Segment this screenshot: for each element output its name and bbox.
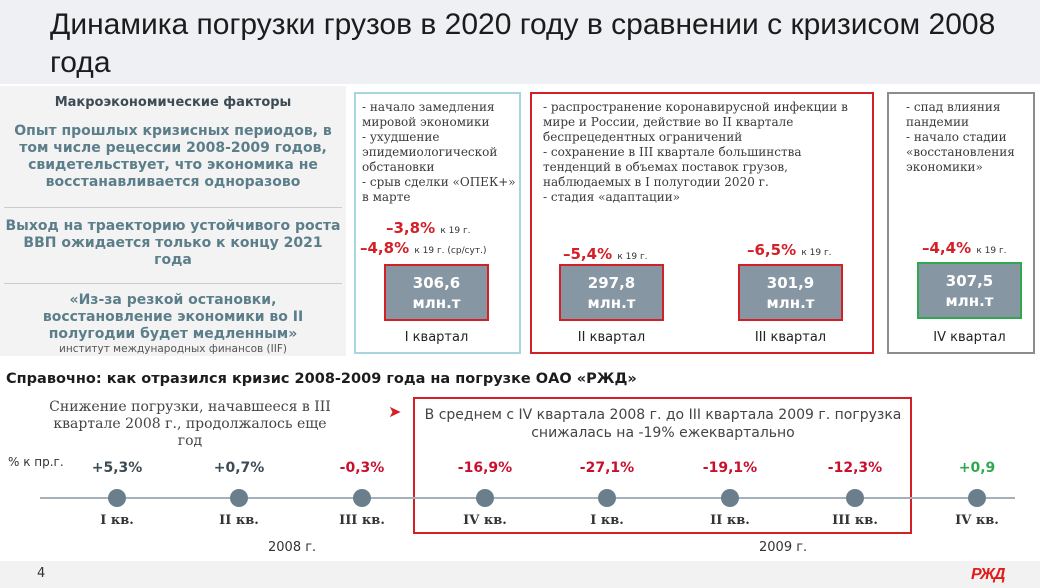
timeline-dot: [968, 489, 986, 507]
year-2009: 2009 г.: [759, 540, 808, 555]
q3-pct-value: –6,5%: [747, 241, 797, 259]
q4-bullet: - начало стадии «восстановления экономик…: [906, 130, 1015, 174]
q3-value: 301,9: [766, 274, 815, 292]
timeline-value: -12,3%: [827, 460, 883, 476]
drop-text: Снижение погрузки, начавшееся в III квар…: [49, 399, 331, 449]
timeline-quarter: III кв.: [832, 513, 878, 528]
timeline-dot: [353, 489, 371, 507]
q1-bullet: - начало замедления мировой экономики: [362, 100, 495, 129]
slide-title: Динамика погрузки грузов в 2020 году в с…: [50, 8, 996, 79]
timeline-line: [40, 497, 1015, 499]
q1-bullet: - срыв сделки «ОПЕК+» в марте: [362, 175, 516, 204]
crisis-period-box: [413, 397, 912, 534]
divider: [4, 207, 342, 208]
reference-title: Справочно: как отразился кризис 2008-200…: [6, 371, 637, 387]
timeline-quarter: I кв.: [590, 513, 624, 528]
timeline-quarter: IV кв.: [955, 513, 999, 528]
q1-bullet: - ухудшение эпидемиологической обстановк…: [362, 130, 498, 174]
timeline-value: +0,7%: [213, 460, 265, 476]
q1-pct-1: –3,8% к 19 г.: [386, 219, 471, 237]
q3-label: III квартал: [754, 330, 827, 345]
q4-pct: –4,4% к 19 г.: [922, 239, 1007, 257]
timeline-dot: [108, 489, 126, 507]
q2-pct: –5,4% к 19 г.: [563, 245, 648, 263]
year-2008: 2008 г.: [268, 540, 317, 555]
q4-value-box: 307,5 млн.т: [917, 262, 1022, 319]
timeline-value: +0,9: [958, 460, 996, 476]
timeline-value: -27,1%: [579, 460, 635, 476]
q4-value: 307,5: [945, 272, 994, 290]
q1-pct-1-value: –3,8%: [386, 219, 436, 237]
timeline-dot: [598, 489, 616, 507]
timeline-quarter: II кв.: [219, 513, 259, 528]
q1-box: [354, 92, 521, 354]
q1-value-box: 306,6 млн.т: [384, 264, 489, 321]
timeline-value: +5,3%: [91, 460, 143, 476]
timeline-quarter: IV кв.: [463, 513, 507, 528]
q1-label: I квартал: [404, 330, 469, 345]
timeline-value: -19,1%: [702, 460, 758, 476]
q1-pct-2-note: к 19 г. (ср/сут.): [414, 246, 487, 256]
macro-heading: Макроэкономические факторы: [54, 95, 292, 110]
q1-value: 306,6: [412, 274, 461, 292]
q1-pct-1-note: к 19 г.: [440, 226, 471, 236]
timeline-quarter: II кв.: [710, 513, 750, 528]
timeline-dot: [230, 489, 248, 507]
page-number: 4: [37, 566, 46, 581]
q3-value-box: 301,9 млн.т: [738, 264, 843, 321]
q1-pct-2: –4,8% к 19 г. (ср/сут.): [360, 239, 487, 257]
arrow-right-icon: ➤: [388, 402, 402, 421]
q2-unit: млн.т: [587, 294, 636, 312]
q23-box: [530, 92, 874, 354]
macro-panel: [0, 86, 346, 356]
q3-pct-note: к 19 г.: [801, 248, 832, 258]
footer: [0, 561, 1040, 588]
quote-source: институт международных финансов (IIF): [59, 343, 287, 355]
timeline-value: -0,3%: [339, 460, 385, 476]
q1-pct-2-value: –4,8%: [360, 239, 410, 257]
q23-bullets: - распространение коронавирусной инфекци…: [543, 100, 865, 205]
q2-pct-value: –5,4%: [563, 245, 613, 263]
q4-bullets: - спад влияния пандемии - начало стадии …: [906, 100, 1032, 175]
timeline-dot: [846, 489, 864, 507]
rzd-logo: РЖД: [971, 566, 1005, 583]
timeline-dot: [721, 489, 739, 507]
q4-box: [887, 92, 1035, 354]
q23-bullet: - сохранение в III квартале большинства …: [543, 145, 802, 189]
macro-paragraph-2: Выход на траекторию устойчивого роста ВВ…: [5, 218, 341, 268]
divider: [4, 283, 342, 284]
q3-pct: –6,5% к 19 г.: [747, 241, 832, 259]
q2-value-box: 297,8 млн.т: [559, 264, 664, 321]
q4-label: IV квартал: [933, 330, 1006, 345]
timeline-value: -16,9%: [457, 460, 513, 476]
timeline-dot: [476, 489, 494, 507]
q2-pct-note: к 19 г.: [617, 252, 648, 262]
unit-label: % к пр.г.: [8, 455, 64, 469]
timeline-quarter: I кв.: [100, 513, 134, 528]
q4-unit: млн.т: [945, 292, 994, 310]
q1-unit: млн.т: [412, 294, 461, 312]
q1-bullets: - начало замедления мировой экономики - …: [362, 100, 516, 205]
average-text: В среднем с IV квартала 2008 г. до III к…: [424, 407, 902, 441]
macro-quote: «Из-за резкой остановки, восстановление …: [42, 292, 304, 342]
timeline-quarter: III кв.: [339, 513, 385, 528]
q3-unit: млн.т: [766, 294, 815, 312]
title-band: [0, 0, 1040, 84]
q4-pct-note: к 19 г.: [976, 246, 1007, 256]
q23-bullet: - распространение коронавирусной инфекци…: [543, 100, 848, 144]
q4-pct-value: –4,4%: [922, 239, 972, 257]
q2-label: II квартал: [577, 330, 646, 345]
q4-bullet: - спад влияния пандемии: [906, 100, 1001, 129]
q2-value: 297,8: [587, 274, 636, 292]
q23-bullet: - стадия «адаптации»: [543, 190, 681, 204]
macro-paragraph-1: Опыт прошлых кризисных периодов, в том ч…: [14, 123, 332, 190]
